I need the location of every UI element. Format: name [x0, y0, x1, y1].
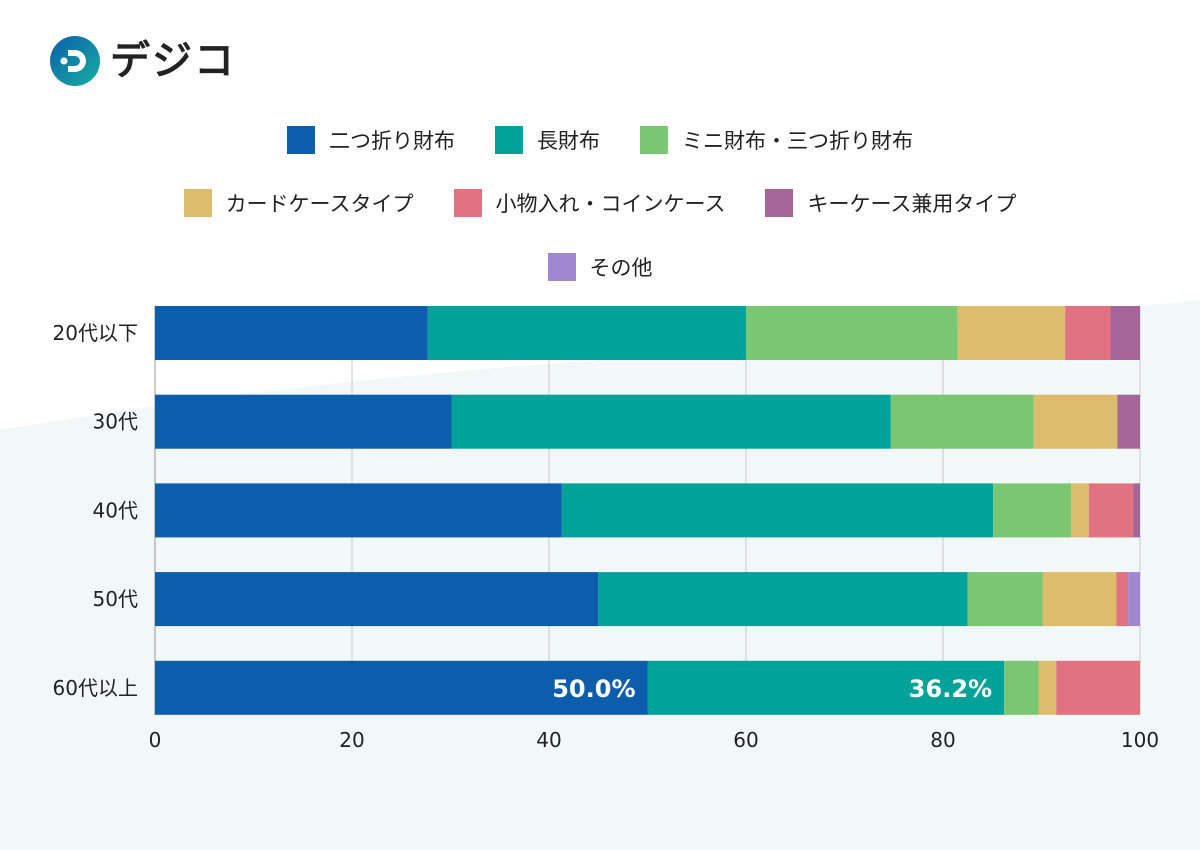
- legend-row: 二つ折り財布 長財布 ミニ財布・三つ折り財布: [0, 125, 1200, 155]
- bar-segment: [1065, 306, 1111, 360]
- bar-segment: [1088, 483, 1134, 538]
- legend-item[interactable]: 長財布: [495, 125, 600, 155]
- bar-segment: [561, 483, 994, 538]
- y-tick-label: 60代以上: [53, 676, 138, 700]
- legend-label: キーケース兼用タイプ: [807, 192, 1017, 216]
- bar-segment: [1038, 660, 1057, 715]
- bar-segment: [647, 660, 1005, 715]
- legend-label: その他: [589, 256, 653, 280]
- data-label: 50.0%: [552, 675, 635, 703]
- legend-swatch: [640, 126, 668, 154]
- bar-segment: [746, 306, 958, 360]
- bar-segment: [155, 660, 648, 715]
- y-tick-label: 20代以下: [53, 321, 138, 345]
- bar-segment: [890, 394, 1034, 449]
- legend-label: ミニ財布・三つ折り財布: [682, 129, 913, 153]
- bar-segment: [1004, 660, 1039, 715]
- legend-label: カードケースタイプ: [225, 192, 414, 216]
- bar-segment: [967, 572, 1043, 627]
- legend-item[interactable]: 二つ折り財布: [287, 125, 455, 155]
- bar-segment: [155, 306, 428, 360]
- legend-swatch: [547, 253, 576, 281]
- bar-segment: [427, 306, 746, 360]
- bar-segment: [1056, 660, 1140, 715]
- bar-segment: [1133, 483, 1140, 538]
- x-tick-label: 0: [149, 728, 162, 752]
- legend-swatch: [287, 126, 315, 154]
- x-tick-label: 60: [733, 728, 758, 752]
- legend-item[interactable]: キーケース兼用タイプ: [765, 188, 1016, 218]
- bar-segment: [1033, 394, 1118, 449]
- bar-segment: [155, 572, 599, 627]
- bar-segment: [155, 394, 452, 449]
- logo: デジコ: [50, 36, 236, 86]
- legend-label: 小物入れ・コインケース: [495, 192, 726, 216]
- legend-swatch: [495, 126, 523, 154]
- logo-icon: [50, 36, 100, 86]
- bar-segment: [1116, 572, 1129, 627]
- legend-item[interactable]: カードケースタイプ: [183, 188, 414, 218]
- legend-row: カードケースタイプ 小物入れ・コインケース キーケース兼用タイプ: [0, 188, 1200, 218]
- bar-segment: [957, 306, 1066, 360]
- x-tick-label: 100: [1121, 728, 1159, 752]
- legend-swatch: [183, 189, 212, 217]
- legend-item[interactable]: 小物入れ・コインケース: [453, 188, 726, 218]
- legend-swatch: [765, 189, 794, 217]
- legend-item[interactable]: ミニ財布・三つ折り財布: [640, 125, 913, 155]
- x-tick-label: 20: [339, 728, 364, 752]
- legend-label: 長財布: [537, 129, 600, 153]
- legend-item[interactable]: その他: [547, 252, 653, 282]
- x-tick-label: 40: [536, 728, 561, 752]
- legend-swatch: [453, 189, 482, 217]
- bar-segment: [1117, 394, 1140, 449]
- y-tick-label: 30代: [93, 410, 138, 434]
- y-tick-label: 50代: [93, 587, 138, 611]
- bar-segment: [993, 483, 1072, 538]
- x-tick-label: 80: [930, 728, 955, 752]
- data-label: 36.2%: [909, 675, 992, 703]
- bar-segment: [598, 572, 968, 627]
- bar-segment: [1110, 306, 1140, 360]
- y-tick-label: 40代: [93, 498, 138, 522]
- bar-segment: [155, 483, 562, 538]
- legend-row: その他: [0, 252, 1200, 282]
- bar-segment: [451, 394, 891, 449]
- bar-segment: [1071, 483, 1089, 538]
- bar-segment: [1128, 572, 1140, 627]
- bar-segment: [1042, 572, 1117, 627]
- logo-text: デジコ: [110, 38, 236, 84]
- legend-label: 二つ折り財布: [329, 129, 455, 153]
